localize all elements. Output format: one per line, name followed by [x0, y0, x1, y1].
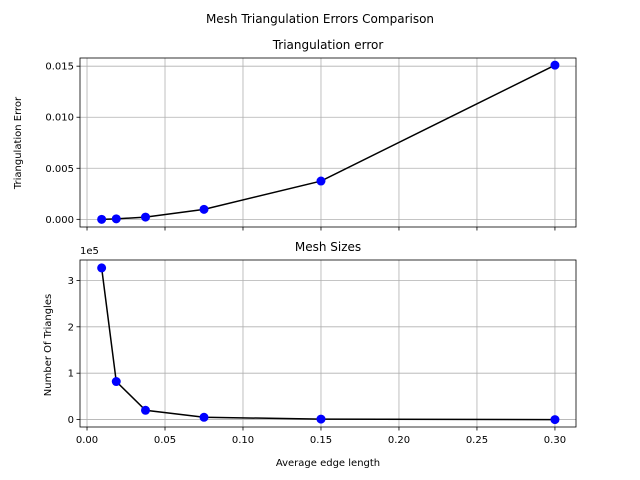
mesh-size-y-tick-label: 1 [68, 369, 74, 380]
mesh-size-data-point [316, 414, 326, 424]
mesh-size-data-point [141, 405, 151, 415]
error-ticks: 0.000 0.005 0.010 0.015 [45, 62, 556, 231]
x-tick-label: 0.10 [232, 435, 254, 446]
error-y-tick-label: 0.010 [45, 113, 74, 124]
error-data-point [141, 212, 151, 222]
error-y-tick-label: 0.000 [45, 215, 74, 226]
mesh-size-data-point [550, 415, 560, 425]
mesh-size-subplot: Mesh Sizes 1e5 Number Of Triangles Avera… [43, 240, 577, 469]
mesh-size-y-axis-label: Number Of Triangles [43, 294, 54, 396]
mesh-size-y-tick-label: 2 [68, 322, 74, 333]
mesh-size-y-tick-label: 3 [68, 276, 74, 287]
x-tick-label: 0.05 [154, 435, 176, 446]
mesh-size-y-tick-label: 0 [68, 415, 74, 426]
x-axis-label: Average edge length [276, 458, 380, 469]
figure-suptitle: Mesh Triangulation Errors Comparison [206, 12, 434, 26]
x-tick-label: 0.30 [544, 435, 566, 446]
x-tick-label: 0.15 [310, 435, 332, 446]
error-axes-frame [79, 57, 577, 228]
mesh-size-ticks: 0.00 0.05 0.10 0.15 0.20 0.25 0.30 0 1 2 3 [68, 276, 566, 446]
error-y-tick-label: 0.005 [45, 164, 74, 175]
mesh-size-axes-frame [79, 259, 577, 428]
mesh-size-subplot-title: Mesh Sizes [295, 240, 361, 254]
error-data-point [97, 214, 107, 224]
x-tick-label: 0.25 [466, 435, 488, 446]
x-tick-label: 0.20 [388, 435, 410, 446]
error-data-point [550, 60, 560, 70]
error-subplot-title: Triangulation error [272, 38, 384, 52]
mesh-size-data-point [199, 412, 209, 422]
x-tick-label: 0.00 [76, 435, 98, 446]
error-subplot: Triangulation error Triangulation Error … [13, 38, 577, 231]
mesh-size-series-line [100, 267, 555, 421]
error-grid [80, 58, 576, 227]
error-data-point [316, 176, 326, 186]
mesh-size-offset-text: 1e5 [80, 246, 99, 257]
error-y-axis-label: Triangulation Error [13, 96, 24, 190]
mesh-size-data-point [111, 377, 121, 387]
error-data-point [111, 214, 121, 224]
error-y-tick-label: 0.015 [45, 62, 74, 73]
mesh-size-data-point [97, 263, 107, 273]
error-data-point [199, 204, 209, 214]
